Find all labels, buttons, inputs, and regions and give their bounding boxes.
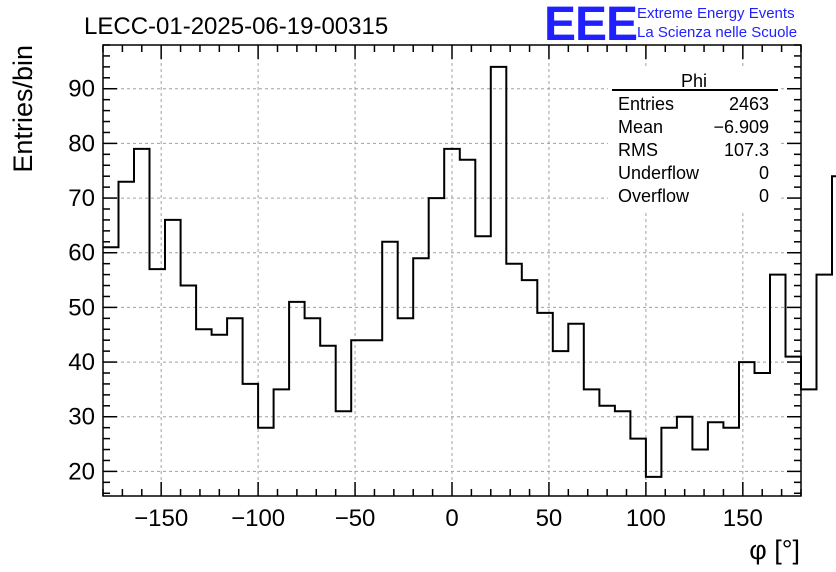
histogram-bin-17 (367, 340, 383, 496)
stats-label-mean: Mean (618, 117, 663, 137)
histogram-bin-43 (770, 275, 786, 496)
y-tick-label-2: 40 (68, 349, 95, 376)
x-tick-label-5: 100 (626, 505, 666, 532)
stats-name: Phi (681, 71, 707, 91)
histogram-bin-16 (351, 340, 367, 496)
histogram-bin-1 (119, 182, 135, 496)
histogram-series (103, 65, 836, 478)
histogram-bin-44 (785, 357, 801, 496)
stats-value-entries: 2463 (729, 94, 769, 114)
stats-box: Phi Entries 2463 Mean −6.909 RMS 107.3 U… (608, 68, 780, 213)
stats-label-rms: RMS (618, 140, 658, 160)
x-tick-label-4: 50 (536, 505, 563, 532)
x-tick-label-2: −50 (335, 505, 376, 532)
histogram-bin-39 (708, 422, 724, 496)
x-tick-label-6: 150 (723, 505, 763, 532)
histogram-bin-10 (258, 428, 274, 496)
histogram-bin-30 (568, 324, 584, 496)
histogram-bin-5 (181, 286, 197, 496)
y-axis-label: Entries/bin (8, 45, 38, 173)
histogram-bin-26 (506, 264, 522, 496)
histogram-bin-8 (227, 318, 243, 496)
histogram-bin-0 (103, 247, 119, 496)
histogram-bin-20 (413, 258, 429, 496)
eee-logo-subtitle: Extreme Energy Events La Scienza nelle S… (637, 4, 797, 42)
histogram-bin-28 (537, 313, 553, 496)
y-tick-label-3: 50 (68, 294, 95, 321)
histogram-bin-35 (646, 477, 662, 496)
histogram-bin-21 (429, 198, 445, 496)
histogram-bin-42 (754, 373, 770, 496)
histogram-bin-24 (475, 236, 491, 496)
tick-labels: −150 −100 −50 0 50 100 150 20 30 40 50 60 70 80 90 (68, 76, 763, 532)
histogram-bin-40 (723, 428, 739, 496)
y-tick-label-0: 20 (68, 458, 95, 485)
histogram-bin-15 (336, 411, 352, 496)
x-axis-label: φ [°] (749, 535, 800, 565)
histogram-bin-9 (243, 384, 259, 496)
stats-value-underflow: 0 (759, 163, 769, 183)
histogram-bin-14 (320, 346, 336, 496)
histogram-bin-36 (661, 428, 677, 496)
histogram-bin-37 (677, 417, 693, 496)
histogram-bin-7 (212, 335, 228, 496)
logo-line-1: Extreme Energy Events (637, 5, 795, 22)
axis-ticks (102, 44, 802, 496)
histogram-bin-46 (817, 275, 833, 496)
histogram-bin-31 (584, 389, 600, 496)
histogram-bin-23 (460, 160, 476, 496)
histogram-bin-6 (196, 329, 212, 496)
y-tick-label-4: 60 (68, 240, 95, 267)
stats-label-underflow: Underflow (618, 163, 700, 183)
histogram-bin-38 (692, 450, 708, 496)
logo-line-2: La Scienza nelle Scuole (637, 24, 798, 41)
histogram-bin-11 (274, 389, 290, 496)
x-tick-label-3: 0 (445, 505, 458, 532)
y-tick-label-7: 90 (68, 76, 95, 103)
histogram-bin-45 (801, 389, 817, 496)
histogram-bin-12 (289, 302, 305, 496)
y-tick-label-5: 70 (68, 185, 95, 212)
histogram-bin-3 (150, 269, 166, 496)
histogram-bin-33 (615, 411, 631, 496)
histogram-bin-19 (398, 318, 414, 496)
grid-lines (103, 45, 833, 496)
histogram-bin-29 (553, 351, 569, 496)
y-tick-label-6: 80 (68, 130, 95, 157)
stats-label-entries: Entries (618, 94, 674, 114)
histogram-bin-4 (165, 220, 181, 496)
x-tick-label-0: −150 (134, 505, 188, 532)
histogram-bin-25 (491, 67, 507, 496)
stats-box-background (608, 68, 780, 213)
y-tick-label-1: 30 (68, 404, 95, 431)
eee-logo: EEE (544, 0, 638, 51)
histogram-bin-32 (599, 406, 615, 496)
stats-value-overflow: 0 (759, 186, 769, 206)
chart-title: LECC-01-2025-06-19-00315 (84, 13, 388, 40)
x-tick-label-1: −100 (231, 505, 285, 532)
stats-value-rms: 107.3 (724, 140, 769, 160)
stats-label-overflow: Overflow (618, 186, 690, 206)
stats-value-mean: −6.909 (713, 117, 769, 137)
histogram-bin-41 (739, 362, 755, 496)
histogram-bin-2 (134, 149, 150, 496)
histogram-bin-18 (382, 242, 398, 496)
histogram-bin-27 (522, 280, 538, 496)
histogram-bin-22 (444, 149, 460, 496)
histogram-bin-13 (305, 318, 321, 496)
histogram-bin-34 (630, 439, 646, 496)
